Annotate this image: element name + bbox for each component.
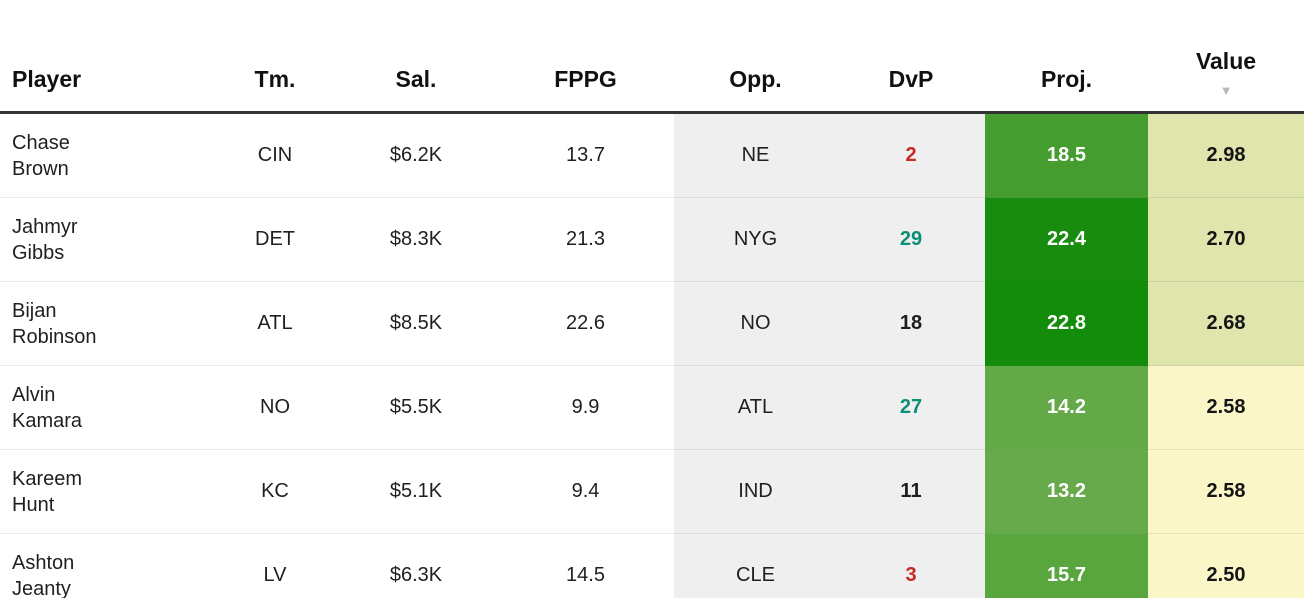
projection-cell: 15.7 xyxy=(985,533,1148,598)
dvp-cell: 3 xyxy=(837,533,985,598)
projection-cell: 22.8 xyxy=(985,281,1148,366)
value-cell: 2.58 xyxy=(1148,365,1304,450)
projection-cell: 22.4 xyxy=(985,197,1148,282)
opponent-cell: IND xyxy=(674,449,837,534)
player-last-name: Jeanty xyxy=(12,577,71,598)
player-name-cell[interactable]: Kareem Hunt xyxy=(0,449,215,534)
dvp-cell: 29 xyxy=(837,197,985,282)
opponent-cell: NE xyxy=(674,112,837,198)
opponent-cell: CLE xyxy=(674,533,837,598)
team-cell: NO xyxy=(215,365,335,450)
team-cell: ATL xyxy=(215,281,335,366)
table-row: Alvin Kamara NO $5.5K 9.9 ATL 27 14.2 2.… xyxy=(0,365,1304,450)
player-name: Jahmyr Gibbs xyxy=(12,214,215,266)
player-first-name: Jahmyr xyxy=(12,215,78,238)
table-row: Kareem Hunt KC $5.1K 9.4 IND 11 13.2 2.5… xyxy=(0,449,1304,534)
column-header-team[interactable]: Tm. xyxy=(215,0,335,113)
player-name-cell[interactable]: Ashton Jeanty xyxy=(0,533,215,598)
salary-cell: $8.5K xyxy=(335,281,497,366)
column-header-player[interactable]: Player xyxy=(0,0,215,113)
salary-cell: $5.1K xyxy=(335,449,497,534)
column-header-dvp[interactable]: DvP xyxy=(837,0,985,113)
column-header-value-label: Value xyxy=(1195,47,1257,74)
team-cell: DET xyxy=(215,197,335,282)
dvp-cell: 27 xyxy=(837,365,985,450)
fppg-cell: 14.5 xyxy=(497,533,674,598)
player-name-cell[interactable]: Jahmyr Gibbs xyxy=(0,197,215,282)
column-header-value[interactable]: Value ▼ xyxy=(1148,0,1304,113)
table-body: Chase Brown CIN $6.2K 13.7 NE 2 18.5 2.9… xyxy=(0,112,1304,598)
opponent-cell: ATL xyxy=(674,365,837,450)
salary-cell: $6.2K xyxy=(389,144,443,166)
player-name-cell[interactable]: Chase Brown xyxy=(0,113,215,198)
fppg-cell: 9.4 xyxy=(497,449,674,534)
table-row: Jahmyr Gibbs DET $8.3K 21.3 NYG 29 22.4 … xyxy=(0,197,1304,282)
opponent-cell: NO xyxy=(674,281,837,366)
salary-cell: $6.3K xyxy=(335,533,497,598)
fppg-cell: 9.9 xyxy=(497,365,674,450)
value-cell: 2.68 xyxy=(1148,281,1304,366)
team-cell: KC xyxy=(215,449,335,534)
dvp-cell: 18 xyxy=(837,281,985,366)
player-first-name: Bijan xyxy=(12,299,57,322)
projection-cell: 13.2 xyxy=(985,449,1148,534)
sort-descending-icon[interactable]: ▼ xyxy=(1219,83,1233,98)
player-name: Chase Brown xyxy=(12,130,215,182)
fppg-cell: 13.7 xyxy=(566,144,605,166)
player-name: Ashton Jeanty xyxy=(12,550,215,598)
team-cell: CIN xyxy=(257,144,293,166)
projection-cell: 14.2 xyxy=(985,365,1148,450)
player-last-name: Robinson xyxy=(12,325,97,348)
table-row: Chase Brown CIN $6.2K 13.7 NE 2 18.5 2.9… xyxy=(0,112,1304,198)
player-last-name: Gibbs xyxy=(12,241,65,264)
header-row: Player Tm. Sal. FPPG Opp. DvP Proj. Valu… xyxy=(0,0,1304,113)
salary-cell: $5.5K xyxy=(335,365,497,450)
player-first-name: Alvin xyxy=(12,383,56,406)
column-header-fppg[interactable]: FPPG xyxy=(497,0,674,113)
fppg-cell: 22.6 xyxy=(497,281,674,366)
dvp-cell: 2 xyxy=(837,112,985,198)
team-cell: LV xyxy=(215,533,335,598)
player-first-name: Ashton xyxy=(12,551,75,574)
opponent-cell: NYG xyxy=(674,197,837,282)
column-header-projection[interactable]: Proj. xyxy=(985,0,1148,113)
value-cell: 2.70 xyxy=(1148,197,1304,282)
player-first-name: Kareem xyxy=(12,467,83,490)
dvp-cell: 11 xyxy=(837,449,985,534)
projection-cell: 18.5 xyxy=(985,112,1148,198)
fppg-cell: 21.3 xyxy=(497,197,674,282)
player-name-cell[interactable]: Alvin Kamara xyxy=(0,365,215,450)
value-cell: 2.50 xyxy=(1148,533,1304,598)
table-row: Ashton Jeanty LV $6.3K 14.5 CLE 3 15.7 2… xyxy=(0,533,1304,598)
player-name: Bijan Robinson xyxy=(12,298,215,350)
player-last-name: Hunt xyxy=(12,493,55,516)
player-first-name: Chase xyxy=(12,131,70,154)
table-row: Bijan Robinson ATL $8.5K 22.6 NO 18 22.8… xyxy=(0,281,1304,366)
value-cell: 2.58 xyxy=(1148,449,1304,534)
player-name: Kareem Hunt xyxy=(12,466,215,518)
table-header: Player Tm. Sal. FPPG Opp. DvP Proj. Valu… xyxy=(0,0,1304,113)
player-last-name: Kamara xyxy=(12,409,83,432)
column-header-opponent[interactable]: Opp. xyxy=(674,0,837,113)
player-name-cell[interactable]: Bijan Robinson xyxy=(0,281,215,366)
player-name: Alvin Kamara xyxy=(12,382,215,434)
salary-cell: $8.3K xyxy=(335,197,497,282)
column-header-salary[interactable]: Sal. xyxy=(335,0,497,113)
player-last-name: Brown xyxy=(12,157,69,180)
value-cell: 2.98 xyxy=(1148,112,1304,198)
